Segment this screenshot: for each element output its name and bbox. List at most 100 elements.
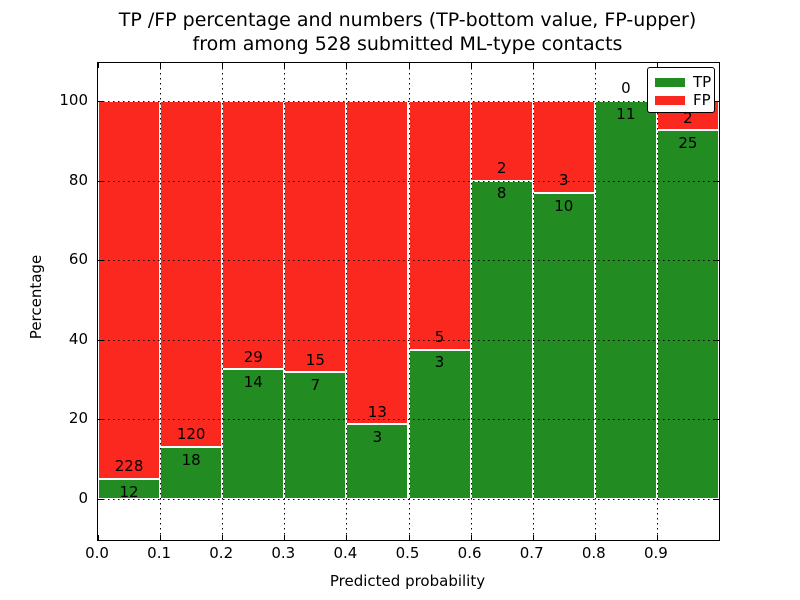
- tp-count-label: 10: [554, 196, 574, 215]
- plot-area: 228 12 120 18 29 14 15 7 13 3 5 3 2 8 3 10 0 11 2 25: [97, 62, 720, 541]
- x-tick-mark: [532, 535, 534, 540]
- vertical-gridline: [284, 63, 286, 540]
- fp-swatch-icon: [655, 95, 685, 105]
- x-tick-mark: [222, 535, 224, 540]
- y-tick-label: 100: [59, 91, 88, 109]
- vertical-gridline: [346, 63, 348, 540]
- x-tick-label: 0.8: [581, 544, 606, 562]
- x-tick-mark-top: [408, 63, 410, 68]
- x-tick-mark: [656, 535, 658, 540]
- x-tick-mark-top: [656, 63, 658, 68]
- bar-segment-tp: [594, 101, 657, 499]
- bar-bin: [594, 63, 657, 540]
- vertical-gridline: [532, 63, 534, 540]
- bar-bin: [160, 63, 223, 540]
- bar-segment-tp: [656, 130, 719, 499]
- horizontal-gridline: [98, 419, 719, 421]
- tp-count-label: 8: [496, 184, 507, 203]
- vertical-gridline: [222, 63, 224, 540]
- tp-count-label: 12: [119, 482, 139, 501]
- x-tick-mark-top: [346, 63, 348, 68]
- y-tick-label: 60: [68, 250, 88, 269]
- x-tick-label: 0.3: [271, 544, 296, 562]
- bar-segment-fp: [98, 101, 161, 480]
- horizontal-gridline: [98, 499, 719, 500]
- bar-bin: [346, 63, 409, 540]
- x-tick-mark-top: [98, 63, 99, 68]
- legend-entry-tp: TP: [655, 73, 711, 91]
- tp-count-label: 11: [616, 104, 636, 123]
- fp-count-label: 0: [621, 79, 631, 98]
- bar-bin: [98, 63, 161, 540]
- y-tick-mark-right: [714, 260, 719, 262]
- legend: TP FP: [647, 67, 715, 113]
- bar-segment-fp: [222, 101, 285, 370]
- y-tick-mark-right: [714, 101, 719, 102]
- tp-count-label: 18: [181, 450, 201, 469]
- tp-count-label: 7: [310, 376, 321, 395]
- y-tick-label: 20: [68, 409, 88, 428]
- x-tick-label: 0.1: [147, 544, 172, 562]
- horizontal-gridline: [98, 260, 719, 262]
- chart-title-line1: TP /FP percentage and numbers (TP-bottom…: [118, 9, 697, 31]
- fp-count-label: 29: [243, 347, 263, 366]
- fp-count-label: 228: [114, 457, 144, 476]
- bar-segment-fp: [160, 101, 223, 448]
- x-tick-label: 0.4: [333, 544, 358, 562]
- bar-segment-fp: [284, 101, 347, 373]
- x-tick-mark-top: [160, 63, 162, 68]
- fp-count-label: 5: [434, 328, 445, 346]
- y-tick-mark: [98, 260, 103, 262]
- x-tick-mark-top: [470, 63, 472, 68]
- bar-segment-tp: [408, 349, 471, 499]
- tp-count-label: 3: [372, 428, 383, 447]
- horizontal-gridline: [98, 339, 719, 341]
- fp-count-label: 2: [683, 108, 693, 127]
- fp-count-label: 3: [558, 171, 569, 190]
- tp-swatch-icon: [655, 77, 685, 87]
- legend-entry-fp: FP: [655, 91, 711, 109]
- x-tick-mark: [408, 535, 410, 540]
- vertical-gridline: [160, 63, 162, 540]
- legend-label-fp: FP: [693, 91, 711, 109]
- x-axis-label: Predicted probability: [329, 572, 486, 590]
- y-tick-mark: [98, 419, 103, 421]
- horizontal-gridline: [98, 180, 719, 182]
- x-tick-mark-top: [284, 63, 286, 68]
- x-tick-label: 0.5: [395, 544, 420, 562]
- fp-count-label: 120: [176, 425, 206, 444]
- x-tick-mark: [98, 535, 99, 540]
- tp-count-label: 14: [243, 373, 263, 392]
- bar-segment-tp: [160, 447, 223, 499]
- bar-bin: [284, 63, 347, 540]
- bar-bin: [408, 63, 471, 540]
- vertical-gridline: [594, 63, 596, 540]
- y-tick-label: 80: [68, 170, 88, 189]
- y-tick-mark: [98, 499, 103, 500]
- x-tick-mark: [160, 535, 162, 540]
- x-tick-label: 0.6: [457, 544, 482, 562]
- x-tick-mark: [284, 535, 286, 540]
- y-tick-mark: [98, 339, 103, 341]
- vertical-gridline: [656, 63, 658, 540]
- y-tick-label: 0: [78, 489, 88, 507]
- x-tick-mark-top: [532, 63, 534, 68]
- bar-bin: [470, 63, 533, 540]
- fp-count-label: 2: [496, 158, 507, 177]
- x-tick-mark: [594, 535, 596, 540]
- x-tick-label: 0.9: [643, 544, 668, 562]
- x-tick-mark: [346, 535, 348, 540]
- fp-count-label: 15: [305, 350, 325, 369]
- y-tick-mark-right: [714, 180, 719, 182]
- y-tick-mark: [98, 101, 103, 102]
- bar-segment-fp: [346, 101, 409, 425]
- y-tick-mark: [98, 180, 103, 182]
- vertical-gridline: [408, 63, 410, 540]
- tp-count-label: 3: [434, 353, 445, 372]
- chart-title: TP /FP percentage and numbers (TP-bottom…: [97, 8, 718, 56]
- bar-bin: [532, 63, 595, 540]
- x-tick-label: 0.0: [85, 544, 109, 562]
- x-tick-mark-top: [594, 63, 596, 68]
- fp-count-label: 13: [367, 402, 387, 421]
